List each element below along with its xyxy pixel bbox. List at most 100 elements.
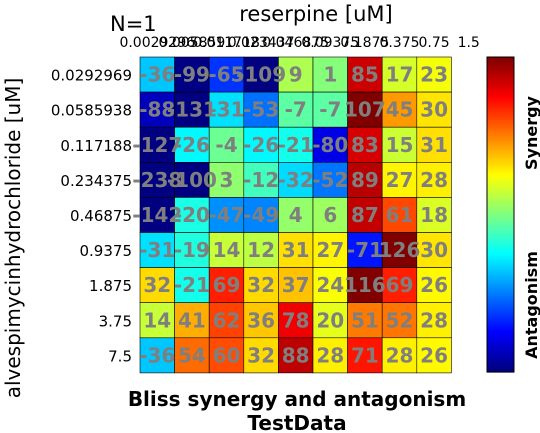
colorbar-segment [487,185,514,189]
colorbar-segment [487,322,514,326]
colorbar-segment [487,138,514,142]
colorbar-segment [487,358,514,363]
cell-value-label: 28 [316,343,344,367]
colorbar-segment [487,280,514,284]
y-tick-label: 0.117188 [60,137,132,155]
colorbar-segment [487,316,514,321]
cell-value-label: 69 [213,273,241,297]
colorbar-segment [487,327,514,331]
y-tick-label: 0.9375 [80,242,133,260]
heatmap-cell [174,162,210,198]
colorbar-segment [487,148,514,153]
y-tick-label: 1.875 [89,277,132,295]
heatmap-cell [174,126,210,163]
colorbar-segment [487,290,514,294]
colorbar-segment [487,78,514,82]
heatmap-cell [347,337,383,374]
colorbar-segment [487,246,514,250]
cell-value-label: 31 [420,133,448,157]
cell-value-label: 61 [386,203,414,227]
heatmap-cell [278,197,314,233]
colorbar-segment [487,227,514,231]
cell-value-label: -99 [174,63,210,87]
colorbar-segment [487,206,514,210]
colorbar-frame [486,56,515,373]
colorbar-segment [487,295,514,300]
heatmap-cell [174,91,210,128]
heatmap-cell [243,232,279,268]
colorbar-segment [487,335,514,339]
colorbar-segment [487,99,514,103]
colorbar-segment [487,198,514,202]
cell-value-label: 54 [178,343,206,367]
cell-value-label: 14 [143,308,171,332]
colorbar-segment [487,196,514,200]
colorbar-segment [487,230,514,234]
cell-value-label: 116 [344,273,386,297]
heatmap-cell [416,232,452,268]
cell-value-label: 3 [220,168,234,192]
cell-value-label: 62 [213,308,241,332]
heatmap-cell [208,197,245,233]
y-tick-label: 0.234375 [60,172,132,190]
heatmap-cell [381,91,418,128]
colorbar-segment [487,106,514,111]
x-tick-label: 0.1875 [340,35,389,51]
cell-value-label: 27 [316,238,344,262]
cell-value-label: -36 [139,343,175,367]
cell-value-label: 27 [386,168,414,192]
colorbar-segment [487,204,514,208]
colorbar-segment [487,167,514,171]
cell-value-label: -53 [243,98,279,122]
x-tick-label: 0.023437 [228,35,295,51]
cell-value-label: -52 [312,168,348,192]
cell-value-label: 32 [247,343,275,367]
colorbar-segment [487,340,514,344]
cell-value-label: -238 [132,168,182,192]
colorbar-segment [487,88,514,92]
colorbar-segment [487,62,514,66]
cell-value-label: 9 [289,63,303,87]
colorbar-segment [487,164,514,168]
cell-value-label: 32 [247,273,275,297]
colorbar-segment [487,261,514,265]
cell-value-label: 18 [420,203,448,227]
heatmap-cell [312,91,348,128]
colorbar-segment [487,311,514,315]
colorbar-segment [487,133,514,137]
x-axis-title: reserpine [uM] [239,2,392,26]
heatmap-cell [416,91,452,128]
colorbar-segment [487,238,514,242]
colorbar-segment [487,143,514,147]
cell-value-label: -21 [278,133,314,157]
colorbar-segment [487,219,514,223]
heatmap-cell [174,267,210,304]
cell-value-label: 60 [213,343,241,367]
x-tick-label: 1.5 [458,35,480,51]
y-tick-label: 3.75 [99,312,132,330]
cell-value-label: 23 [420,63,448,87]
colorbar-segment [487,332,514,336]
heatmap-cell [347,56,383,93]
colorbar-segment [487,120,514,124]
colorbar-segment [487,96,514,100]
cell-value-label: -109 [236,63,286,87]
y-axis-title: alvespimycinhydrochloride [uM] [1,78,25,399]
heatmap-cell [312,197,348,233]
cell-value-label: -19 [174,238,210,262]
heatmap-cell [243,91,279,128]
colorbar-segment [487,135,514,139]
colorbar-segment [487,288,514,292]
colorbar-segment [487,272,514,276]
colorbar-segment [487,80,514,84]
cell-value-label: 17 [386,63,414,87]
colorbar-segment [487,64,514,69]
colorbar-segment [487,101,514,105]
x-tick-label: 0.75 [419,35,450,51]
colorbar-segment [487,225,514,229]
colorbar-segment [487,114,514,118]
colorbar-segment [487,240,514,244]
colorbar-segment [487,293,514,297]
heatmap-cell [208,91,245,128]
x-tick-label: 0.09375 [301,35,359,51]
